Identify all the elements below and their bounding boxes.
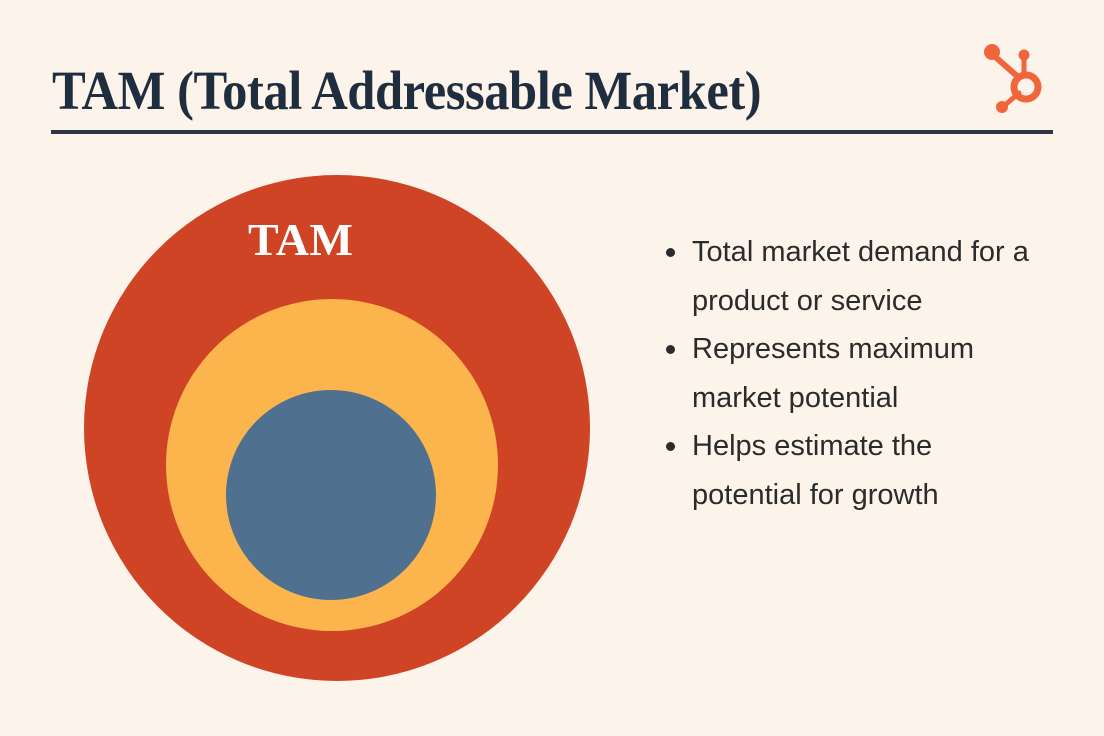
bullet-text: Helps estimate the potential for growth: [692, 430, 939, 511]
bullet-dot-icon: [666, 248, 675, 257]
tam-bullet-list: Total market demand for a product or ser…: [664, 228, 1044, 519]
hubspot-sprocket-icon: [984, 44, 1042, 113]
bullet-text: Represents maximum market potential: [692, 333, 975, 414]
title-divider: [51, 130, 1053, 134]
bullet-item: Represents maximum market potential: [664, 325, 1044, 422]
tam-label: TAM: [248, 214, 354, 265]
page-title: TAM (Total Addressable Market): [52, 60, 762, 121]
som-inner-circle: [226, 390, 436, 600]
bullet-dot-icon: [666, 442, 675, 451]
bullet-item: Total market demand for a product or ser…: [664, 228, 1044, 325]
bullet-dot-icon: [666, 345, 675, 354]
bullet-item: Helps estimate the potential for growth: [664, 422, 1044, 519]
bullet-text: Total market demand for a product or ser…: [692, 236, 1029, 317]
